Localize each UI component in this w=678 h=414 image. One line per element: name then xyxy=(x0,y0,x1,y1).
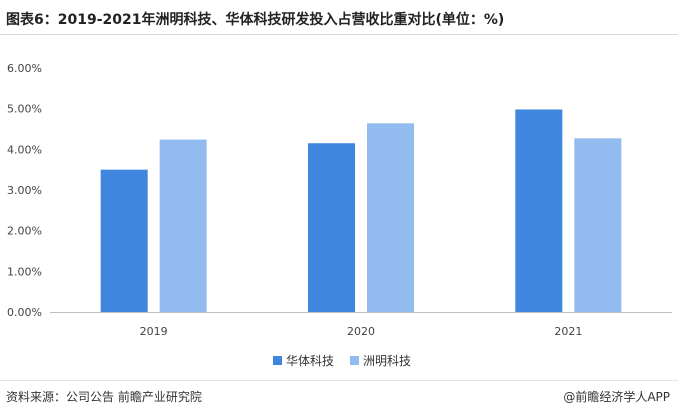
y-tick-label: 4.00% xyxy=(7,143,42,156)
y-tick-label: 6.00% xyxy=(7,62,42,75)
brand-credit: @前瞻经济学人APP xyxy=(563,390,670,404)
legend-label: 华体科技 xyxy=(286,354,334,368)
legend-swatch xyxy=(273,356,282,365)
bar-洲明科技-2019 xyxy=(159,139,207,312)
bar-华体科技-2019 xyxy=(100,169,148,312)
bar-华体科技-2021 xyxy=(515,109,563,312)
title-divider xyxy=(0,34,678,35)
legend: 华体科技 洲明科技 xyxy=(273,354,411,368)
x-tick-label: 2020 xyxy=(347,325,375,338)
bar-洲明科技-2020 xyxy=(367,123,414,312)
footer-divider xyxy=(0,380,678,381)
chart-title: 图表6：2019-2021年洲明科技、华体科技研发投入占营收比重对比(单位：%) xyxy=(6,12,505,28)
x-tick-label: 2021 xyxy=(554,325,582,338)
y-tick-label: 5.00% xyxy=(7,103,42,116)
bars-group xyxy=(100,109,622,312)
y-tick-label: 2.00% xyxy=(7,225,42,238)
source-note: 资料来源：公司公告 前瞻产业研究院 xyxy=(6,390,202,404)
y-tick-label: 1.00% xyxy=(7,265,42,278)
bar-华体科技-2020 xyxy=(308,143,355,312)
y-tick-label: 0.00% xyxy=(7,306,42,319)
x-axis: 2019 2020 2021 xyxy=(140,325,583,338)
y-tick-label: 3.00% xyxy=(7,184,42,197)
y-axis: 0.00% 1.00% 2.00% 3.00% 4.00% 5.00% 6.00% xyxy=(7,62,42,319)
legend-swatch xyxy=(350,356,359,365)
legend-label: 洲明科技 xyxy=(363,354,411,368)
bar-洲明科技-2021 xyxy=(574,138,622,312)
x-tick-label: 2019 xyxy=(140,325,168,338)
